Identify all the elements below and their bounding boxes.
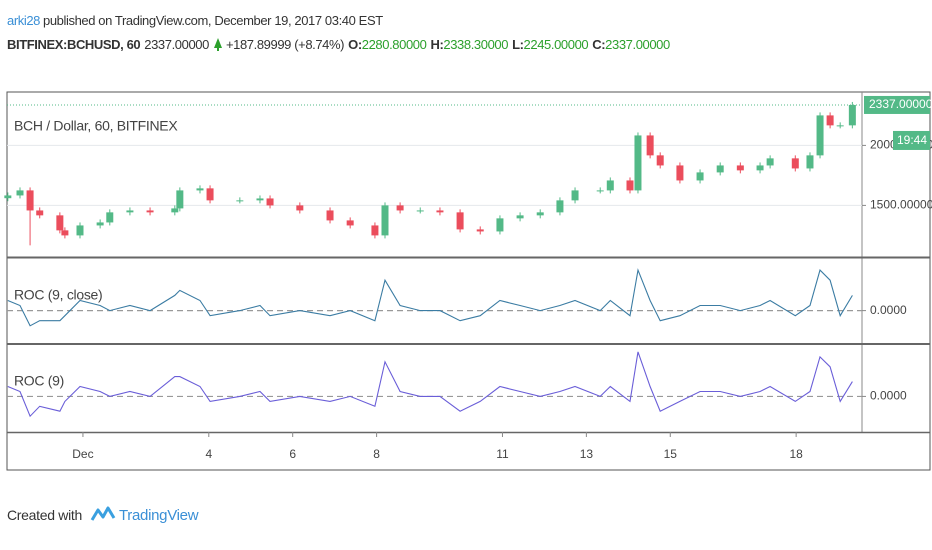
- candle-body: [476, 229, 484, 232]
- candle-body: [26, 190, 34, 211]
- x-tick-label: 4: [205, 447, 212, 461]
- x-tick-label: 11: [496, 447, 509, 461]
- candle-body: [656, 155, 664, 166]
- brand-logo: [90, 506, 116, 521]
- candle-body: [176, 190, 184, 209]
- close: 2337.00000: [605, 36, 670, 52]
- candle-body: [61, 230, 69, 236]
- last-price-box: [864, 95, 930, 114]
- candle-body: [4, 195, 12, 199]
- candle-body: [256, 198, 264, 201]
- candle-body: [816, 115, 824, 156]
- open-label: O:: [348, 36, 362, 52]
- pane-title: ROC (9): [14, 373, 64, 389]
- close-label: C:: [592, 36, 606, 52]
- candle-body: [196, 188, 204, 191]
- candle-body: [676, 165, 684, 181]
- candle-body: [756, 165, 764, 171]
- low-label: L:: [512, 36, 524, 52]
- x-tick-label: 15: [664, 447, 678, 461]
- created-with: Created with: [7, 507, 82, 523]
- candle-body: [326, 210, 334, 221]
- x-tick-label: 18: [789, 447, 803, 461]
- candle-body: [736, 165, 744, 171]
- brand[interactable]: TradingView: [119, 506, 199, 524]
- change: +187.89999 (+8.74%): [225, 36, 345, 52]
- candle-body: [126, 210, 134, 213]
- countdown: 19:44: [897, 133, 927, 147]
- candle-body: [96, 222, 104, 226]
- candle-body: [296, 205, 304, 211]
- candle-body: [516, 215, 524, 219]
- candle-body: [791, 158, 799, 169]
- last: 2337.00000: [144, 36, 209, 52]
- open: 2280.80000: [361, 36, 427, 52]
- high: 2338.30000: [443, 36, 509, 52]
- roc-line: [7, 268, 853, 327]
- candle-body: [416, 210, 424, 212]
- candle-body: [806, 155, 814, 169]
- candle-body: [171, 208, 179, 213]
- low: 2245.00000: [523, 36, 589, 52]
- symbol-line: BITFINEX:BCHUSD, 60 2337.00000 +187.8999…: [7, 32, 674, 56]
- candle-body: [266, 198, 274, 206]
- x-tick-label: 6: [289, 447, 296, 461]
- candle-body: [396, 205, 404, 211]
- footer: Created with TradingView: [7, 504, 199, 526]
- countdown-box: [893, 130, 930, 150]
- candle-body: [716, 165, 724, 173]
- y-tick-label: 1500.00000: [870, 198, 932, 212]
- candle-body: [836, 125, 844, 127]
- candle-body: [536, 212, 544, 216]
- publish-line: arki28 published on TradingView.com, Dec…: [7, 8, 674, 32]
- candle-body: [634, 135, 642, 191]
- frame: [6, 91, 931, 471]
- candle-body: [696, 172, 704, 181]
- candle-body: [456, 212, 464, 230]
- up-icon: [213, 38, 222, 51]
- published: published on TradingView.com, December 1…: [43, 12, 383, 28]
- candle-body: [146, 210, 154, 213]
- candle-body: [571, 190, 579, 201]
- last-price-label: 2337.00000: [869, 97, 932, 111]
- x-tick-label: 8: [373, 447, 380, 461]
- candle-body: [236, 200, 244, 202]
- candle-body: [436, 210, 444, 213]
- y-tick-label: 0.0000: [870, 303, 907, 317]
- high-label: H:: [430, 36, 444, 52]
- candle-body: [596, 190, 604, 192]
- x-tick-label: Dec: [72, 447, 93, 461]
- candle-body: [556, 200, 564, 213]
- candle-body: [496, 218, 504, 232]
- candle-body: [848, 104, 856, 126]
- candle-body: [766, 158, 774, 166]
- candle-body: [16, 190, 24, 196]
- candle-body: [106, 212, 114, 223]
- candle-body: [381, 205, 389, 236]
- candle-body: [346, 220, 354, 226]
- candle-body: [371, 225, 379, 236]
- candle-body: [56, 215, 64, 231]
- roc-line: [7, 351, 853, 418]
- candle-body: [206, 188, 214, 201]
- candle-body: [646, 135, 654, 156]
- y-tick-label: 0.0000: [870, 389, 907, 403]
- pane-title: ROC (9, close): [14, 287, 102, 303]
- author[interactable]: arki28: [7, 12, 41, 28]
- pane-title: BCH / Dollar, 60, BITFINEX: [14, 118, 178, 134]
- candle-body: [826, 115, 834, 126]
- candle-body: [76, 225, 84, 236]
- x-tick-label: 13: [580, 447, 594, 461]
- candle-body: [626, 180, 634, 191]
- symbol-name: BITFINEX:BCHUSD, 60: [7, 36, 141, 52]
- candle-body: [36, 210, 44, 216]
- header: arki28 published on TradingView.com, Dec…: [7, 8, 674, 56]
- candle-body: [606, 180, 614, 191]
